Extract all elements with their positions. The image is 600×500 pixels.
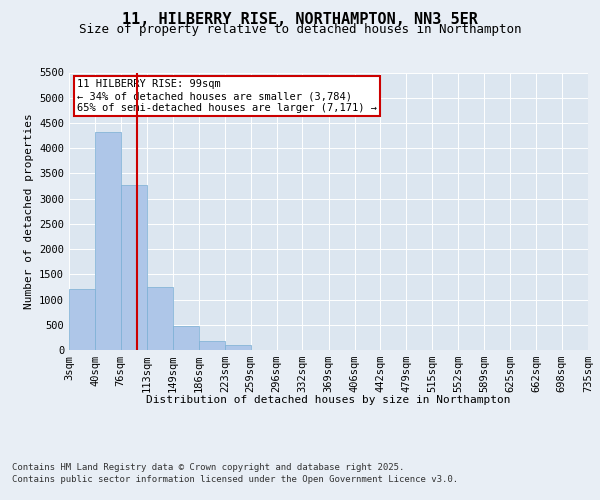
Bar (121, 185, 147, 350)
Text: Size of property relative to detached houses in Northampton: Size of property relative to detached ho… (79, 22, 521, 36)
Text: 11 HILBERRY RISE: 99sqm
← 34% of detached houses are smaller (3,784)
65% of semi: 11 HILBERRY RISE: 99sqm ← 34% of detache… (77, 80, 377, 112)
Bar (95, 132, 121, 350)
Bar (173, 326, 199, 350)
Text: Contains public sector information licensed under the Open Government Licence v3: Contains public sector information licen… (12, 474, 458, 484)
Bar (199, 340, 225, 350)
Bar (147, 288, 173, 350)
Bar (225, 346, 251, 350)
Bar (69, 289, 95, 350)
Text: Contains HM Land Registry data © Crown copyright and database right 2025.: Contains HM Land Registry data © Crown c… (12, 464, 404, 472)
Y-axis label: Number of detached properties: Number of detached properties (23, 114, 34, 309)
Text: 11, HILBERRY RISE, NORTHAMPTON, NN3 5ER: 11, HILBERRY RISE, NORTHAMPTON, NN3 5ER (122, 12, 478, 28)
X-axis label: Distribution of detached houses by size in Northampton: Distribution of detached houses by size … (146, 395, 511, 405)
